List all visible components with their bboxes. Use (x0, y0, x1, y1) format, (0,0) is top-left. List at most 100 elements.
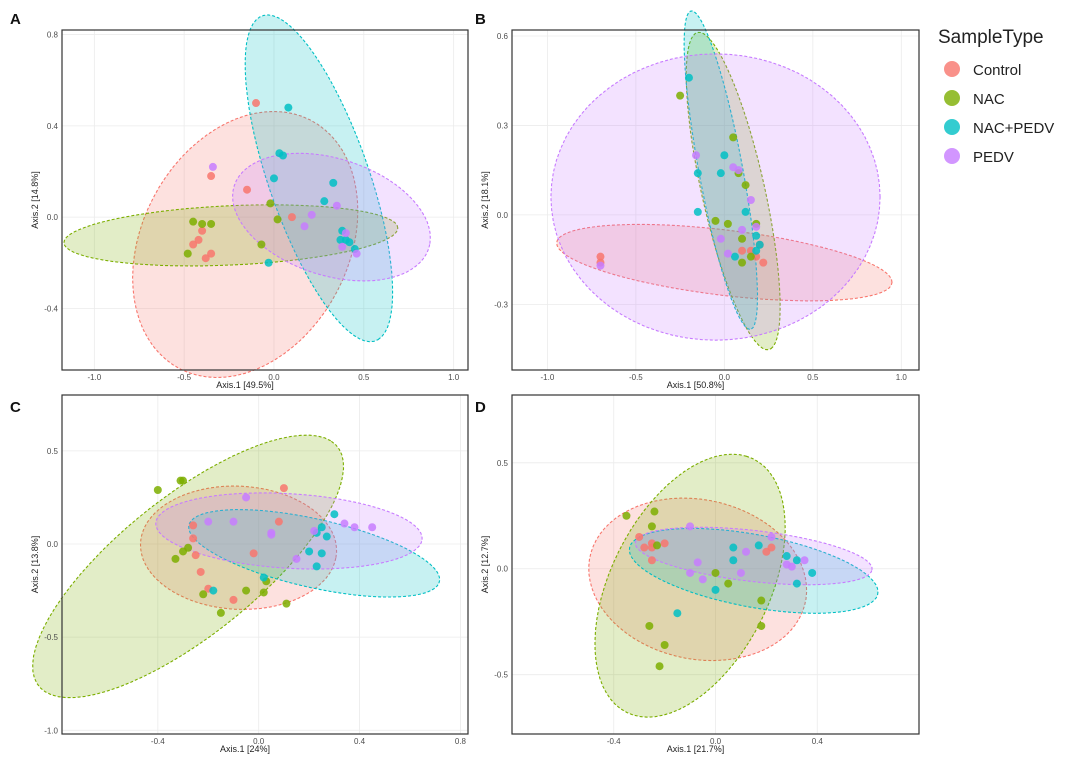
panel-d-point-nac-pedv (673, 609, 682, 618)
panel-c-point-pedv (310, 526, 319, 535)
panel-d-frame (511, 394, 920, 735)
panel-c-point-nac (179, 547, 188, 556)
legend-label-nac-pedv: NAC+PEDV (973, 120, 1054, 137)
panel-c-point-nac-pedv (330, 510, 339, 519)
panel-a-point-nac-pedv (345, 238, 354, 247)
panel-d-point-nac-pedv (808, 568, 817, 577)
panel-b-y-tick-label: 0.0 (497, 211, 509, 220)
panel-a-y-axis-title: Axis.2 [14.8%] (30, 171, 40, 229)
panel-c-x-tick-label: 0.4 (354, 737, 366, 746)
panel-a-point-control (252, 99, 261, 108)
panel-d-y-tick-label: 0.5 (497, 459, 509, 468)
panel-a-point-control (194, 235, 203, 244)
panel-c-point-control (189, 534, 198, 543)
panel-d-point-pedv (693, 558, 702, 567)
panel-letter-b: B (475, 11, 486, 28)
panel-a-x-tick-label: 0.0 (268, 373, 280, 382)
panel-d-point-pedv (698, 575, 707, 584)
panel-d-point-nac-pedv (792, 579, 801, 588)
panel-c-point-nac-pedv (317, 549, 326, 558)
panel-d-point-pedv (686, 522, 695, 531)
panel-d-point-control (660, 539, 669, 548)
panel-a-point-control (243, 185, 252, 194)
panel-d-point-pedv (782, 560, 791, 569)
panel-a-point-pedv (338, 242, 347, 251)
panel-d-point-nac-pedv (782, 552, 791, 561)
panel-b-x-tick-label: -0.5 (629, 373, 643, 382)
panel-b-point-nac-pedv (755, 240, 764, 249)
panel-c-point-pedv (292, 554, 301, 563)
panel-d-point-pedv (736, 568, 745, 577)
panel-c-point-nac (153, 485, 162, 494)
panel-c-point-control (229, 595, 238, 604)
panel-b-point-nac (741, 181, 750, 190)
panel-d-point-nac (622, 511, 631, 520)
panel-b-plot-background (512, 30, 919, 370)
panel-b-point-nac-pedv (693, 207, 702, 216)
panel-d-point-nac (711, 568, 720, 577)
panel-b-point-pedv (596, 261, 605, 270)
panel-a-y-tick-label: 0.0 (47, 213, 59, 222)
panel-a-point-nac (183, 249, 192, 258)
panel-c-point-control (274, 517, 283, 526)
panel-a-point-control (198, 226, 207, 235)
panel-c-point-nac (171, 554, 180, 563)
panel-b-point-pedv (734, 166, 743, 175)
panel-d-point-control (647, 556, 656, 565)
panel-a: -1.0 -0.5 0.0 0.5 1.0 -0.4 0.0 0.4 0.8 Axis.1 [49… (30, 14, 469, 390)
panel-a-x-tick-label: -0.5 (177, 373, 191, 382)
panel-d-point-pedv (800, 556, 809, 565)
panel-b-y-tick-label: 0.3 (497, 121, 509, 130)
panel-d-point-control (767, 543, 776, 552)
panel-c-x-tick-label: 0.0 (253, 737, 265, 746)
panel-d-point-control (635, 532, 644, 541)
legend-item-control: Control (944, 61, 1021, 79)
panel-b-point-nac (711, 216, 720, 225)
panel-a-x-tick-label: -1.0 (87, 373, 101, 382)
panel-a-y-tick-label: 0.4 (47, 122, 59, 131)
panel-b-point-pedv (692, 151, 701, 160)
panel-b-point-nac-pedv (752, 231, 761, 240)
panel-c-point-pedv (340, 519, 349, 528)
panel-a-point-nac-pedv (336, 235, 345, 244)
panel-d-point-pedv (767, 532, 776, 541)
panel-c-y-axis-title: Axis.2 [13.8%] (30, 536, 40, 594)
panel-b-point-nac (676, 91, 685, 100)
panel-a-ellipse-nac-pedv (244, 14, 394, 343)
panel-d-ellipse-control (588, 497, 808, 662)
panel-a-point-nac-pedv (329, 178, 338, 187)
panel-a-point-nac-pedv (269, 174, 278, 183)
panel-c-point-pedv (229, 517, 238, 526)
panel-a-point-pedv (208, 162, 217, 171)
panel-d-y-tick-label: -0.5 (494, 671, 508, 680)
panel-d-point-nac-pedv (754, 541, 763, 550)
panel-a-point-nac-pedv (264, 258, 273, 267)
panel-c-plot-background (62, 395, 468, 734)
panel-d-x-tick-label: 0.0 (710, 737, 722, 746)
panel-a-point-control (287, 213, 296, 222)
panel-c-y-tick-label: -0.5 (44, 633, 58, 642)
panel-b-point-nac-pedv (720, 151, 729, 160)
panel-d: -0.4 0.0 0.4 -0.5 0.0 0.5 Axis.1 [21.7%] Axis.2… (480, 394, 920, 754)
panel-c-point-nac-pedv (259, 573, 268, 582)
panel-b-point-pedv (723, 249, 732, 258)
panel-a-point-pedv (300, 222, 309, 231)
panel-c-point-control (279, 484, 288, 493)
panel-d-x-axis-title: Axis.1 [21.7%] (667, 744, 725, 754)
legend: SampleType Control NAC NAC+PEDV PEDV (938, 27, 1054, 166)
panel-b-point-control (596, 252, 605, 261)
panel-letter-c: C (10, 399, 21, 416)
panel-a-point-control (207, 249, 216, 258)
panel-c-point-nac (199, 590, 208, 599)
panel-b-point-pedv (716, 234, 725, 243)
panel-b-point-nac (746, 252, 755, 261)
panel-a-point-nac (189, 217, 198, 226)
panel-b: -1.0 -0.5 0.0 0.5 1.0 -0.3 0.0 0.3 0.6 Axis.1 [50… (480, 10, 920, 390)
panel-c-point-control (196, 567, 205, 576)
legend-key-control (944, 61, 960, 77)
panel-b-ellipse-control (556, 223, 893, 302)
panel-c-point-control (249, 549, 258, 558)
panel-c-ellipse-pedv (155, 492, 423, 570)
panel-b-y-tick-label: -0.3 (494, 300, 508, 309)
legend-key-pedv (944, 148, 960, 164)
